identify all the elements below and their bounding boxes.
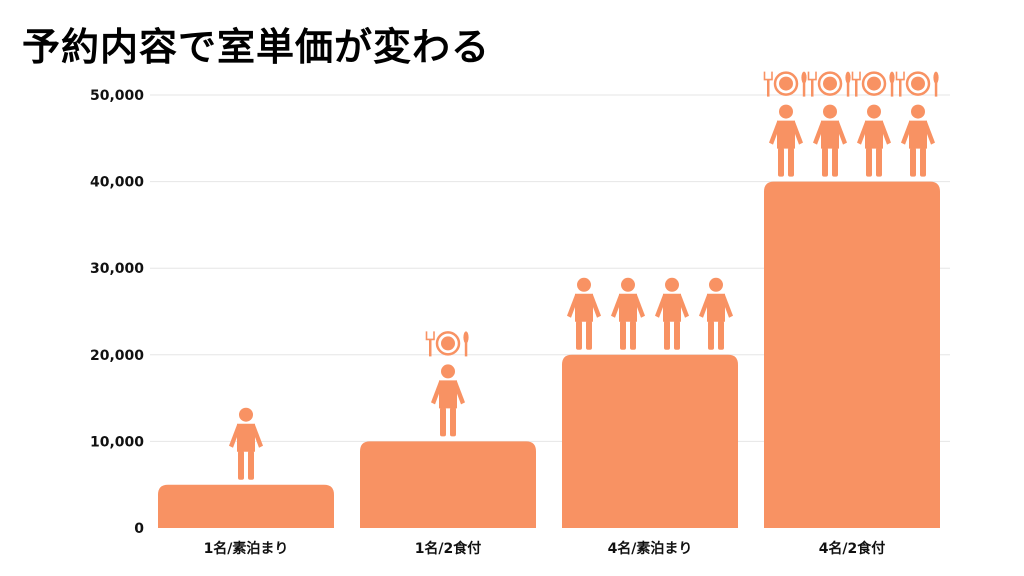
person-icon <box>699 277 733 350</box>
person-icon <box>655 277 689 350</box>
plate-cutlery-icon <box>425 331 469 357</box>
person-icon <box>567 277 601 350</box>
person-icon <box>769 104 803 177</box>
x-category-label: 4名/素泊まり <box>608 540 693 557</box>
bars <box>158 181 940 528</box>
y-tick-label: 20,000 <box>90 348 144 364</box>
person-icon <box>229 407 263 480</box>
plate-cutlery-icon <box>851 71 895 97</box>
y-tick-label: 40,000 <box>90 175 144 191</box>
plate-cutlery-icon <box>763 71 807 97</box>
person-icon <box>431 364 465 437</box>
y-tick-label: 10,000 <box>90 434 144 450</box>
bar-2 <box>360 441 536 528</box>
chart-title: 予約内容で室単価が変わる <box>22 25 491 69</box>
y-tick-label: 50,000 <box>90 88 144 104</box>
x-category-label: 1名/2食付 <box>415 540 482 557</box>
plate-cutlery-icon <box>895 71 939 97</box>
bar-4 <box>764 181 940 528</box>
bar-icons <box>229 71 939 480</box>
x-category-label: 1名/素泊まり <box>204 540 289 557</box>
person-icon <box>813 104 847 177</box>
person-icon <box>611 277 645 350</box>
x-axis-labels: 1名/素泊まり 1名/2食付 4名/素泊まり 4名/2食付 <box>204 540 886 557</box>
person-icon <box>857 104 891 177</box>
y-axis-ticks: 0 10,000 20,000 30,000 40,000 50,000 <box>90 88 144 537</box>
person-icon <box>901 104 935 177</box>
y-tick-label: 30,000 <box>90 261 144 277</box>
bar-1 <box>158 484 334 528</box>
plate-cutlery-icon <box>807 71 851 97</box>
bar-3 <box>562 354 738 528</box>
y-tick-label: 0 <box>134 521 144 537</box>
x-category-label: 4名/2食付 <box>819 540 886 557</box>
